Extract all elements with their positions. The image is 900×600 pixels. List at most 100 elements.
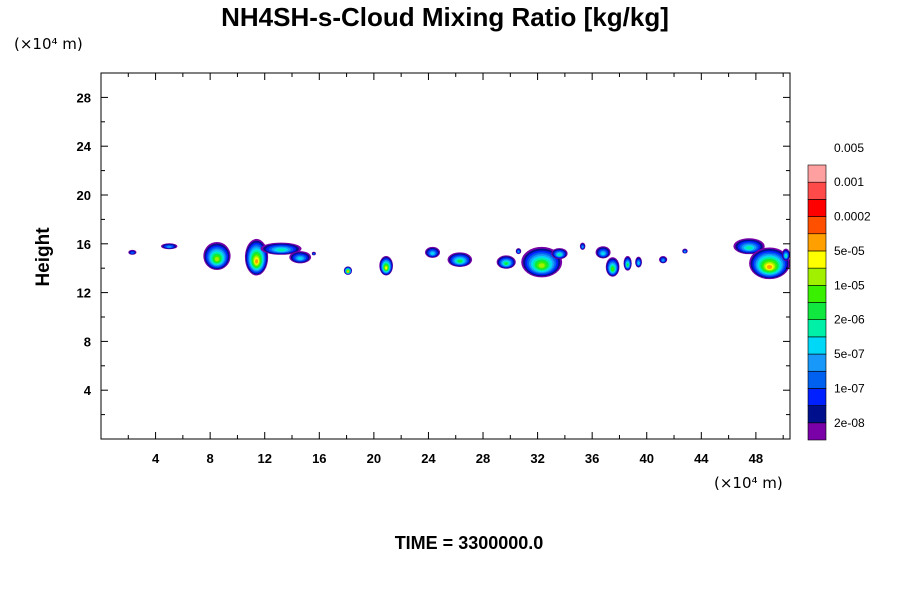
cloud-cluster — [244, 238, 269, 276]
x-axis-unit: (×10⁴ m) — [714, 474, 783, 492]
cloud-contour — [661, 259, 665, 262]
cloud-field — [128, 238, 790, 280]
cloud-cluster — [311, 251, 316, 256]
cloud-contour — [430, 252, 435, 255]
cloud-cluster — [447, 252, 473, 267]
x-tick-label: 28 — [476, 451, 490, 466]
cloud-contour — [626, 263, 629, 267]
cloud-cluster — [682, 248, 688, 254]
colorbar-swatch — [807, 353, 827, 372]
cloud-cluster — [289, 251, 312, 264]
x-tick-label: 24 — [421, 451, 436, 466]
colorbar-swatch — [807, 164, 827, 183]
cloud-contour — [785, 254, 787, 258]
y-axis: 4 8 12 16 20 24 28 — [77, 90, 790, 416]
cloud-contour — [313, 253, 315, 255]
x-tick-label: 36 — [585, 451, 599, 466]
cloud-cluster — [425, 246, 441, 258]
cloud-cluster — [161, 243, 178, 250]
colorbar-swatch — [807, 370, 827, 389]
cloud-cluster — [521, 246, 563, 278]
colorbar-swatch — [807, 199, 827, 217]
colorbar-label: 2e-08 — [834, 416, 865, 430]
cloud-contour — [385, 266, 388, 270]
cloud-cluster — [605, 257, 620, 277]
cloud-cluster — [203, 241, 231, 271]
colorbar-swatch — [807, 319, 827, 338]
cloud-cluster — [733, 238, 765, 255]
cloud-contour — [517, 250, 520, 253]
cloud-contour — [766, 264, 773, 269]
cloud-cluster — [343, 266, 353, 275]
colorbar-swatch — [807, 181, 827, 200]
cloud-cluster — [781, 248, 790, 261]
x-tick-label: 4 — [152, 451, 160, 466]
colorbar-swatch — [807, 285, 827, 303]
chart-title: NH4SH-s-Cloud Mixing Ratio [kg/kg] — [221, 2, 669, 32]
cloud-cluster — [128, 249, 137, 255]
colorbar-swatch — [807, 302, 827, 320]
cloud-cluster — [623, 256, 632, 271]
colorbar-swatch — [807, 405, 827, 424]
cloud-contour — [457, 259, 463, 263]
plot-frame — [100, 72, 791, 440]
cloud-contour — [347, 270, 349, 273]
y-tick-label: 16 — [77, 237, 91, 252]
y-axis-label: Height — [33, 227, 54, 287]
colorbar-swatch — [807, 388, 827, 406]
cloud-contour — [557, 253, 562, 256]
cloud-contour — [276, 248, 286, 252]
cloud-cluster — [749, 247, 790, 280]
cloud-cluster — [579, 242, 586, 250]
x-tick-label: 48 — [749, 451, 763, 466]
time-label: TIME = 3300000.0 — [395, 533, 544, 553]
colorbar-label: 2e-06 — [834, 313, 865, 327]
cloud-cluster — [551, 248, 568, 260]
x-tick-label: 8 — [207, 451, 214, 466]
cloud-contour — [745, 246, 753, 250]
colorbar-label: 0.0002 — [834, 210, 871, 224]
colorbar-label: 0.001 — [834, 175, 864, 189]
cloud-contour — [166, 245, 172, 248]
cloud-cluster — [260, 242, 302, 255]
cloud-cluster — [496, 255, 516, 269]
cloud-contour — [637, 261, 640, 265]
x-tick-label: 20 — [367, 451, 381, 466]
colorbar-label: 1e-05 — [834, 278, 865, 292]
cloud-contour — [255, 259, 259, 264]
colorbar-swatch — [807, 336, 827, 355]
y-tick-label: 24 — [77, 139, 92, 154]
colorbar-swatch — [807, 422, 827, 441]
cloud-contour — [504, 262, 508, 265]
cloud-contour — [538, 263, 545, 268]
x-tick-label: 12 — [257, 451, 271, 466]
y-tick-label: 12 — [77, 286, 91, 301]
y-tick-label: 4 — [84, 383, 92, 398]
colorbar-label: 5e-07 — [834, 347, 865, 361]
x-axis: 4 8 12 16 20 24 28 32 36 40 44 48 — [127, 73, 784, 466]
x-tick-label: 40 — [640, 451, 654, 466]
cloud-contour — [581, 245, 584, 249]
x-tick-label: 32 — [530, 451, 544, 466]
cloud-contour — [601, 252, 605, 256]
colorbar: 2e-08 1e-07 5e-07 2e-06 1e-05 5e-05 0.0002 0.00… — [807, 141, 871, 441]
colorbar-swatch — [807, 267, 827, 286]
colorbar-label: 5e-05 — [834, 244, 865, 258]
cloud-cluster — [515, 248, 522, 255]
cloud-contour — [214, 257, 220, 262]
cloud-contour — [130, 251, 134, 254]
cloud-contour — [611, 267, 614, 271]
colorbar-label: 1e-07 — [834, 381, 865, 395]
cloud-cluster — [635, 256, 642, 268]
colorbar-label: 0.005 — [834, 141, 864, 155]
y-axis-unit: (×10⁴ m) — [14, 35, 83, 53]
cloud-contour — [297, 257, 303, 260]
x-tick-label: 44 — [694, 451, 709, 466]
y-tick-label: 8 — [84, 334, 91, 349]
x-tick-label: 16 — [312, 451, 326, 466]
colorbar-swatch — [807, 233, 827, 252]
y-tick-label: 28 — [77, 90, 91, 105]
cloud-cluster — [595, 246, 611, 259]
cloud-cluster — [659, 256, 668, 264]
